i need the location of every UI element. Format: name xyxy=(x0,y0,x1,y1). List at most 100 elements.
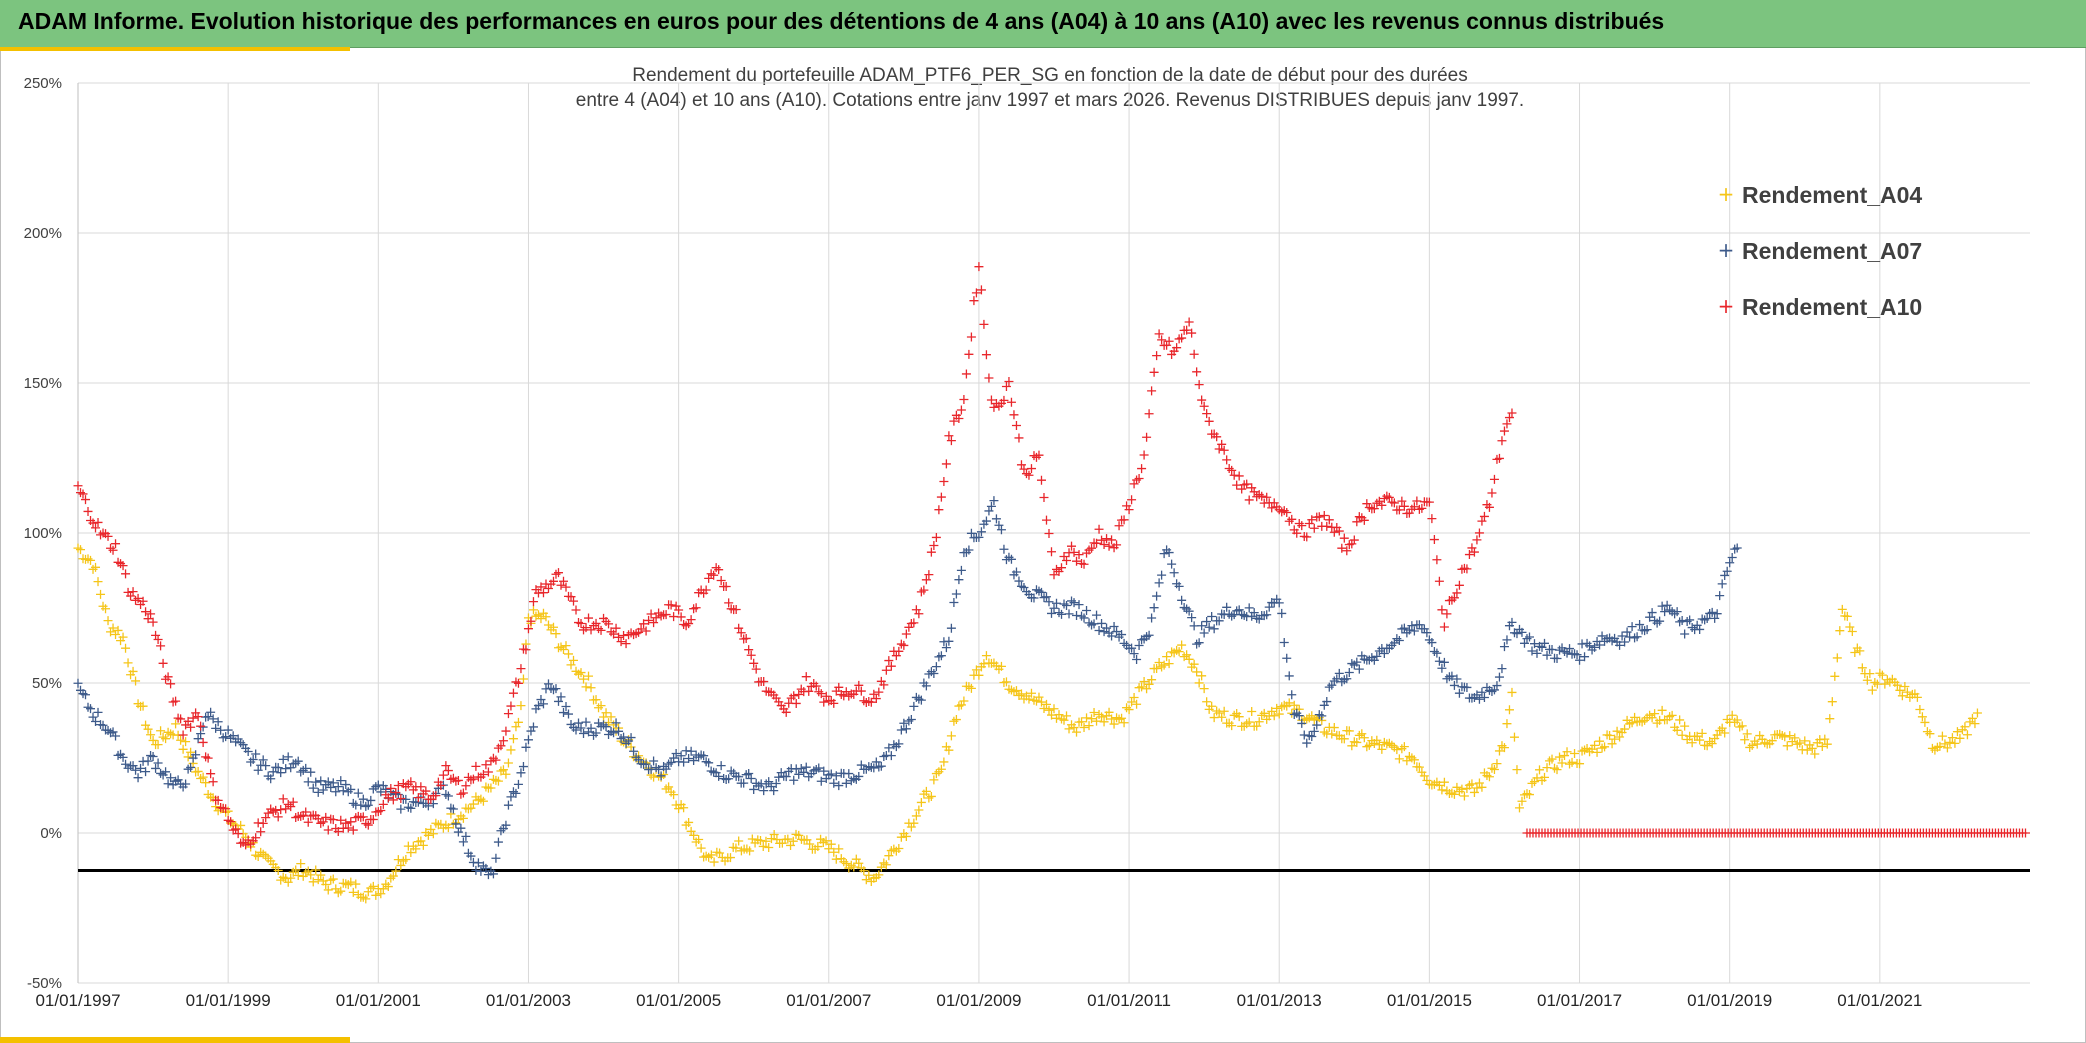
data-point-rendement-a10 xyxy=(1324,515,1334,525)
data-point-rendement-a04 xyxy=(914,805,924,815)
legend-label-a07: Rendement_A07 xyxy=(1742,238,1922,264)
data-point-rendement-a04 xyxy=(1011,686,1021,696)
data-point-rendement-a10 xyxy=(956,405,966,415)
data-point-rendement-a10 xyxy=(386,783,396,793)
data-point-rendement-a10 xyxy=(148,617,158,627)
data-point-rendement-a10 xyxy=(213,795,223,805)
data-point-rendement-a04 xyxy=(418,840,428,850)
data-point-rendement-a10 xyxy=(1079,559,1089,569)
data-point-rendement-a04 xyxy=(1615,732,1625,742)
data-point-rendement-a07 xyxy=(921,681,931,691)
data-point-rendement-a04 xyxy=(1152,663,1162,673)
data-point-rendement-a04 xyxy=(805,839,815,849)
data-point-rendement-a10 xyxy=(716,576,726,586)
data-point-rendement-a10 xyxy=(251,833,261,843)
data-point-rendement-a04 xyxy=(1600,742,1610,752)
data-point-rendement-a10 xyxy=(1399,501,1409,511)
data-point-rendement-a07 xyxy=(869,763,879,773)
data-point-rendement-a07 xyxy=(501,820,511,830)
data-point-rendement-a07 xyxy=(1399,623,1409,633)
data-point-rendement-a04 xyxy=(996,661,1006,671)
data-point-rendement-a10 xyxy=(1026,464,1036,474)
data-point-rendement-a04 xyxy=(76,545,86,555)
data-point-rendement-a10 xyxy=(1001,382,1011,392)
data-point-rendement-a04 xyxy=(1107,714,1117,724)
data-point-rendement-a10 xyxy=(709,570,719,580)
data-point-rendement-a07 xyxy=(909,701,919,711)
legend-item-a10: + Rendement_A10 xyxy=(1718,294,1923,320)
data-point-rendement-a07 xyxy=(528,722,538,732)
data-point-rendement-a04 xyxy=(696,843,706,853)
data-point-rendement-a07 xyxy=(1222,602,1232,612)
data-point-rendement-a04 xyxy=(849,862,859,872)
data-point-rendement-a07 xyxy=(1547,645,1557,655)
data-point-rendement-a10 xyxy=(271,805,281,815)
data-point-rendement-a07 xyxy=(1595,640,1605,650)
data-point-rendement-a07 xyxy=(609,728,619,738)
data-point-rendement-a10 xyxy=(649,618,659,628)
data-point-rendement-a04 xyxy=(1227,721,1237,731)
data-point-rendement-a04 xyxy=(981,651,991,661)
data-point-rendement-a04 xyxy=(1727,710,1737,720)
data-point-rendement-a07 xyxy=(1572,650,1582,660)
data-point-rendement-a07 xyxy=(684,753,694,763)
data-point-rendement-a10 xyxy=(443,766,453,776)
data-point-rendement-a10 xyxy=(946,436,956,446)
data-point-rendement-a10 xyxy=(336,815,346,825)
data-point-rendement-a07 xyxy=(443,791,453,801)
data-point-rendement-a07 xyxy=(1580,652,1590,662)
data-point-rendement-a04 xyxy=(411,844,421,854)
data-point-rendement-a10 xyxy=(1006,397,1016,407)
data-point-rendement-a04 xyxy=(971,665,981,675)
data-point-rendement-a07 xyxy=(1517,627,1527,637)
data-point-rendement-a04 xyxy=(1477,782,1487,792)
data-point-rendement-a10 xyxy=(856,686,866,696)
data-point-rendement-a10 xyxy=(1041,515,1051,525)
data-point-rendement-a10 xyxy=(1119,515,1129,525)
data-point-rendement-a07 xyxy=(1144,630,1154,640)
data-point-rendement-a10 xyxy=(1184,317,1194,327)
data-point-rendement-a07 xyxy=(336,776,346,786)
data-point-rendement-a07 xyxy=(1655,616,1665,626)
data-point-rendement-a10 xyxy=(1157,335,1167,345)
data-point-rendement-a10 xyxy=(1424,497,1434,507)
data-point-rendement-a10 xyxy=(513,678,523,688)
data-point-rendement-a07 xyxy=(341,780,351,790)
y-tick-label: 200% xyxy=(24,225,62,242)
data-point-rendement-a10 xyxy=(1229,470,1239,480)
data-point-rendement-a10 xyxy=(1177,333,1187,343)
data-point-rendement-a10 xyxy=(781,707,791,717)
data-point-rendement-a07 xyxy=(1379,649,1389,659)
data-point-rendement-a04 xyxy=(1109,719,1119,729)
data-point-rendement-a10 xyxy=(1302,532,1312,542)
data-point-rendement-a10 xyxy=(1484,502,1494,512)
data-point-rendement-a10 xyxy=(936,492,946,502)
data-point-rendement-a10 xyxy=(704,573,714,583)
data-point-rendement-a04 xyxy=(346,877,356,887)
data-point-rendement-a07 xyxy=(366,795,376,805)
data-point-rendement-a04 xyxy=(974,670,984,680)
data-point-rendement-a10 xyxy=(651,613,661,623)
data-point-rendement-a07 xyxy=(363,800,373,810)
data-point-rendement-a04 xyxy=(564,649,574,659)
data-point-rendement-a04 xyxy=(1494,746,1504,756)
data-point-rendement-a04 xyxy=(1092,716,1102,726)
data-point-rendement-a07 xyxy=(1474,694,1484,704)
data-point-rendement-a04 xyxy=(178,744,188,754)
data-point-rendement-a07 xyxy=(301,763,311,773)
data-point-rendement-a04 xyxy=(1124,705,1134,715)
data-point-rendement-a10 xyxy=(1024,470,1034,480)
data-point-rendement-a07 xyxy=(1502,635,1512,645)
data-point-rendement-a07 xyxy=(1214,616,1224,626)
data-point-rendement-a07 xyxy=(886,751,896,761)
data-point-rendement-a07 xyxy=(458,837,468,847)
data-point-rendement-a10 xyxy=(1134,473,1144,483)
data-point-rendement-a07 xyxy=(1449,680,1459,690)
data-point-rendement-a04 xyxy=(576,668,586,678)
data-point-rendement-a07 xyxy=(91,716,101,726)
data-point-rendement-a10 xyxy=(1127,495,1137,505)
data-point-rendement-a10 xyxy=(1172,343,1182,353)
data-point-rendement-a10 xyxy=(103,531,113,541)
data-point-rendement-a04 xyxy=(1329,723,1339,733)
data-point-rendement-a07 xyxy=(1354,664,1364,674)
